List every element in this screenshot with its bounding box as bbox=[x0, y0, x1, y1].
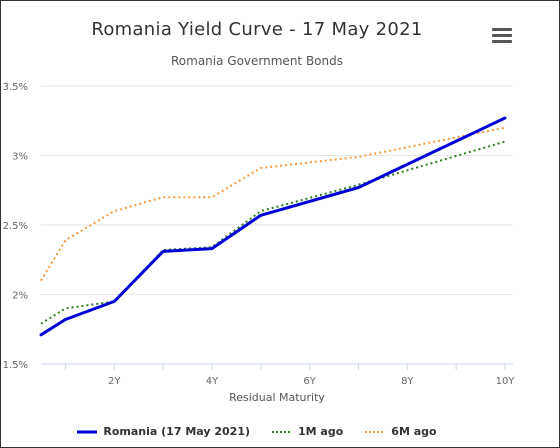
legend-swatch-6m-ago bbox=[365, 430, 386, 433]
series-line-1m-ago[interactable] bbox=[40, 140, 506, 325]
legend-item-1m-ago[interactable]: 1M ago bbox=[272, 425, 343, 438]
legend-swatch-romania bbox=[77, 430, 98, 433]
x-tick-label: 8Y bbox=[401, 376, 414, 387]
x-tick-label: 10Y bbox=[496, 376, 516, 387]
y-tick-label: 3.5% bbox=[3, 82, 28, 93]
series-line-6m-ago[interactable] bbox=[40, 126, 506, 282]
legend-label-1m-ago: 1M ago bbox=[298, 425, 344, 438]
x-axis-title: Residual Maturity bbox=[229, 391, 325, 404]
series-line-romania[interactable] bbox=[39, 116, 507, 337]
legend-item-6m-ago[interactable]: 6M ago bbox=[365, 425, 437, 438]
chart-title: Romania Yield Curve - 17 May 2021 bbox=[91, 19, 423, 40]
grid-lines bbox=[41, 85, 513, 365]
x-tick-label: 2Y bbox=[108, 376, 121, 387]
y-tick-label: 2.5% bbox=[3, 221, 28, 232]
hamburger-menu-icon[interactable] bbox=[489, 25, 515, 47]
legend-swatch-1m-ago bbox=[272, 430, 292, 433]
legend-item-romania[interactable]: Romania (17 May 2021) bbox=[77, 425, 250, 438]
chart-legend: Romania (17 May 2021) 1M ago 6M ago bbox=[1, 425, 513, 438]
chart-subtitle: Romania Government Bonds bbox=[171, 54, 343, 68]
x-tick-label: 6Y bbox=[303, 376, 316, 387]
series-lines bbox=[39, 116, 507, 337]
legend-label-romania: Romania (17 May 2021) bbox=[103, 425, 250, 438]
axes: 1.5% 2% 2.5% 3% 3.5% 2Y 4Y 6Y 8Y 10Y bbox=[3, 82, 516, 387]
x-tick-label: 4Y bbox=[206, 376, 219, 387]
legend-label-6m-ago: 6M ago bbox=[391, 425, 437, 438]
y-tick-label: 3% bbox=[12, 152, 28, 163]
y-tick-label: 1.5% bbox=[3, 360, 28, 371]
y-tick-label: 2% bbox=[12, 291, 28, 302]
